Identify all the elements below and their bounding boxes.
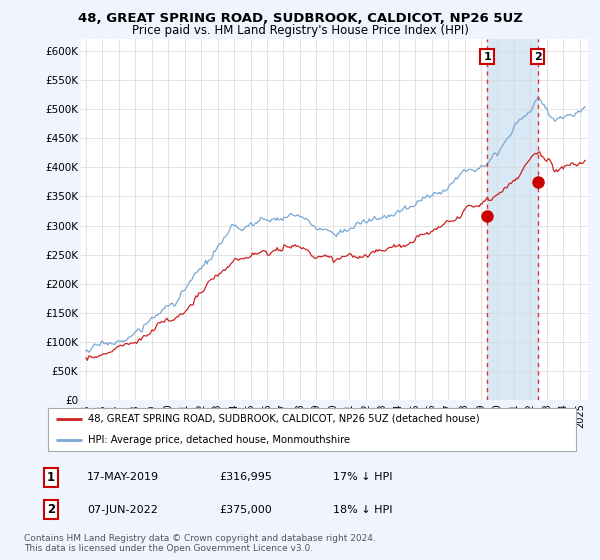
Text: Contains HM Land Registry data © Crown copyright and database right 2024.
This d: Contains HM Land Registry data © Crown c… xyxy=(24,534,376,553)
Text: 17-MAY-2019: 17-MAY-2019 xyxy=(87,472,159,482)
Text: 17% ↓ HPI: 17% ↓ HPI xyxy=(333,472,392,482)
Text: Price paid vs. HM Land Registry's House Price Index (HPI): Price paid vs. HM Land Registry's House … xyxy=(131,24,469,36)
Text: 2: 2 xyxy=(534,52,542,62)
Text: 18% ↓ HPI: 18% ↓ HPI xyxy=(333,505,392,515)
Text: 48, GREAT SPRING ROAD, SUDBROOK, CALDICOT, NP26 5UZ (detached house): 48, GREAT SPRING ROAD, SUDBROOK, CALDICO… xyxy=(88,414,479,424)
Text: £316,995: £316,995 xyxy=(219,472,272,482)
Text: HPI: Average price, detached house, Monmouthshire: HPI: Average price, detached house, Monm… xyxy=(88,435,350,445)
Text: 1: 1 xyxy=(483,52,491,62)
Text: £375,000: £375,000 xyxy=(219,505,272,515)
Text: 07-JUN-2022: 07-JUN-2022 xyxy=(87,505,158,515)
Bar xyxy=(487,39,538,400)
Text: 1: 1 xyxy=(47,470,55,484)
Text: 2: 2 xyxy=(47,503,55,516)
Text: 48, GREAT SPRING ROAD, SUDBROOK, CALDICOT, NP26 5UZ: 48, GREAT SPRING ROAD, SUDBROOK, CALDICO… xyxy=(77,12,523,25)
